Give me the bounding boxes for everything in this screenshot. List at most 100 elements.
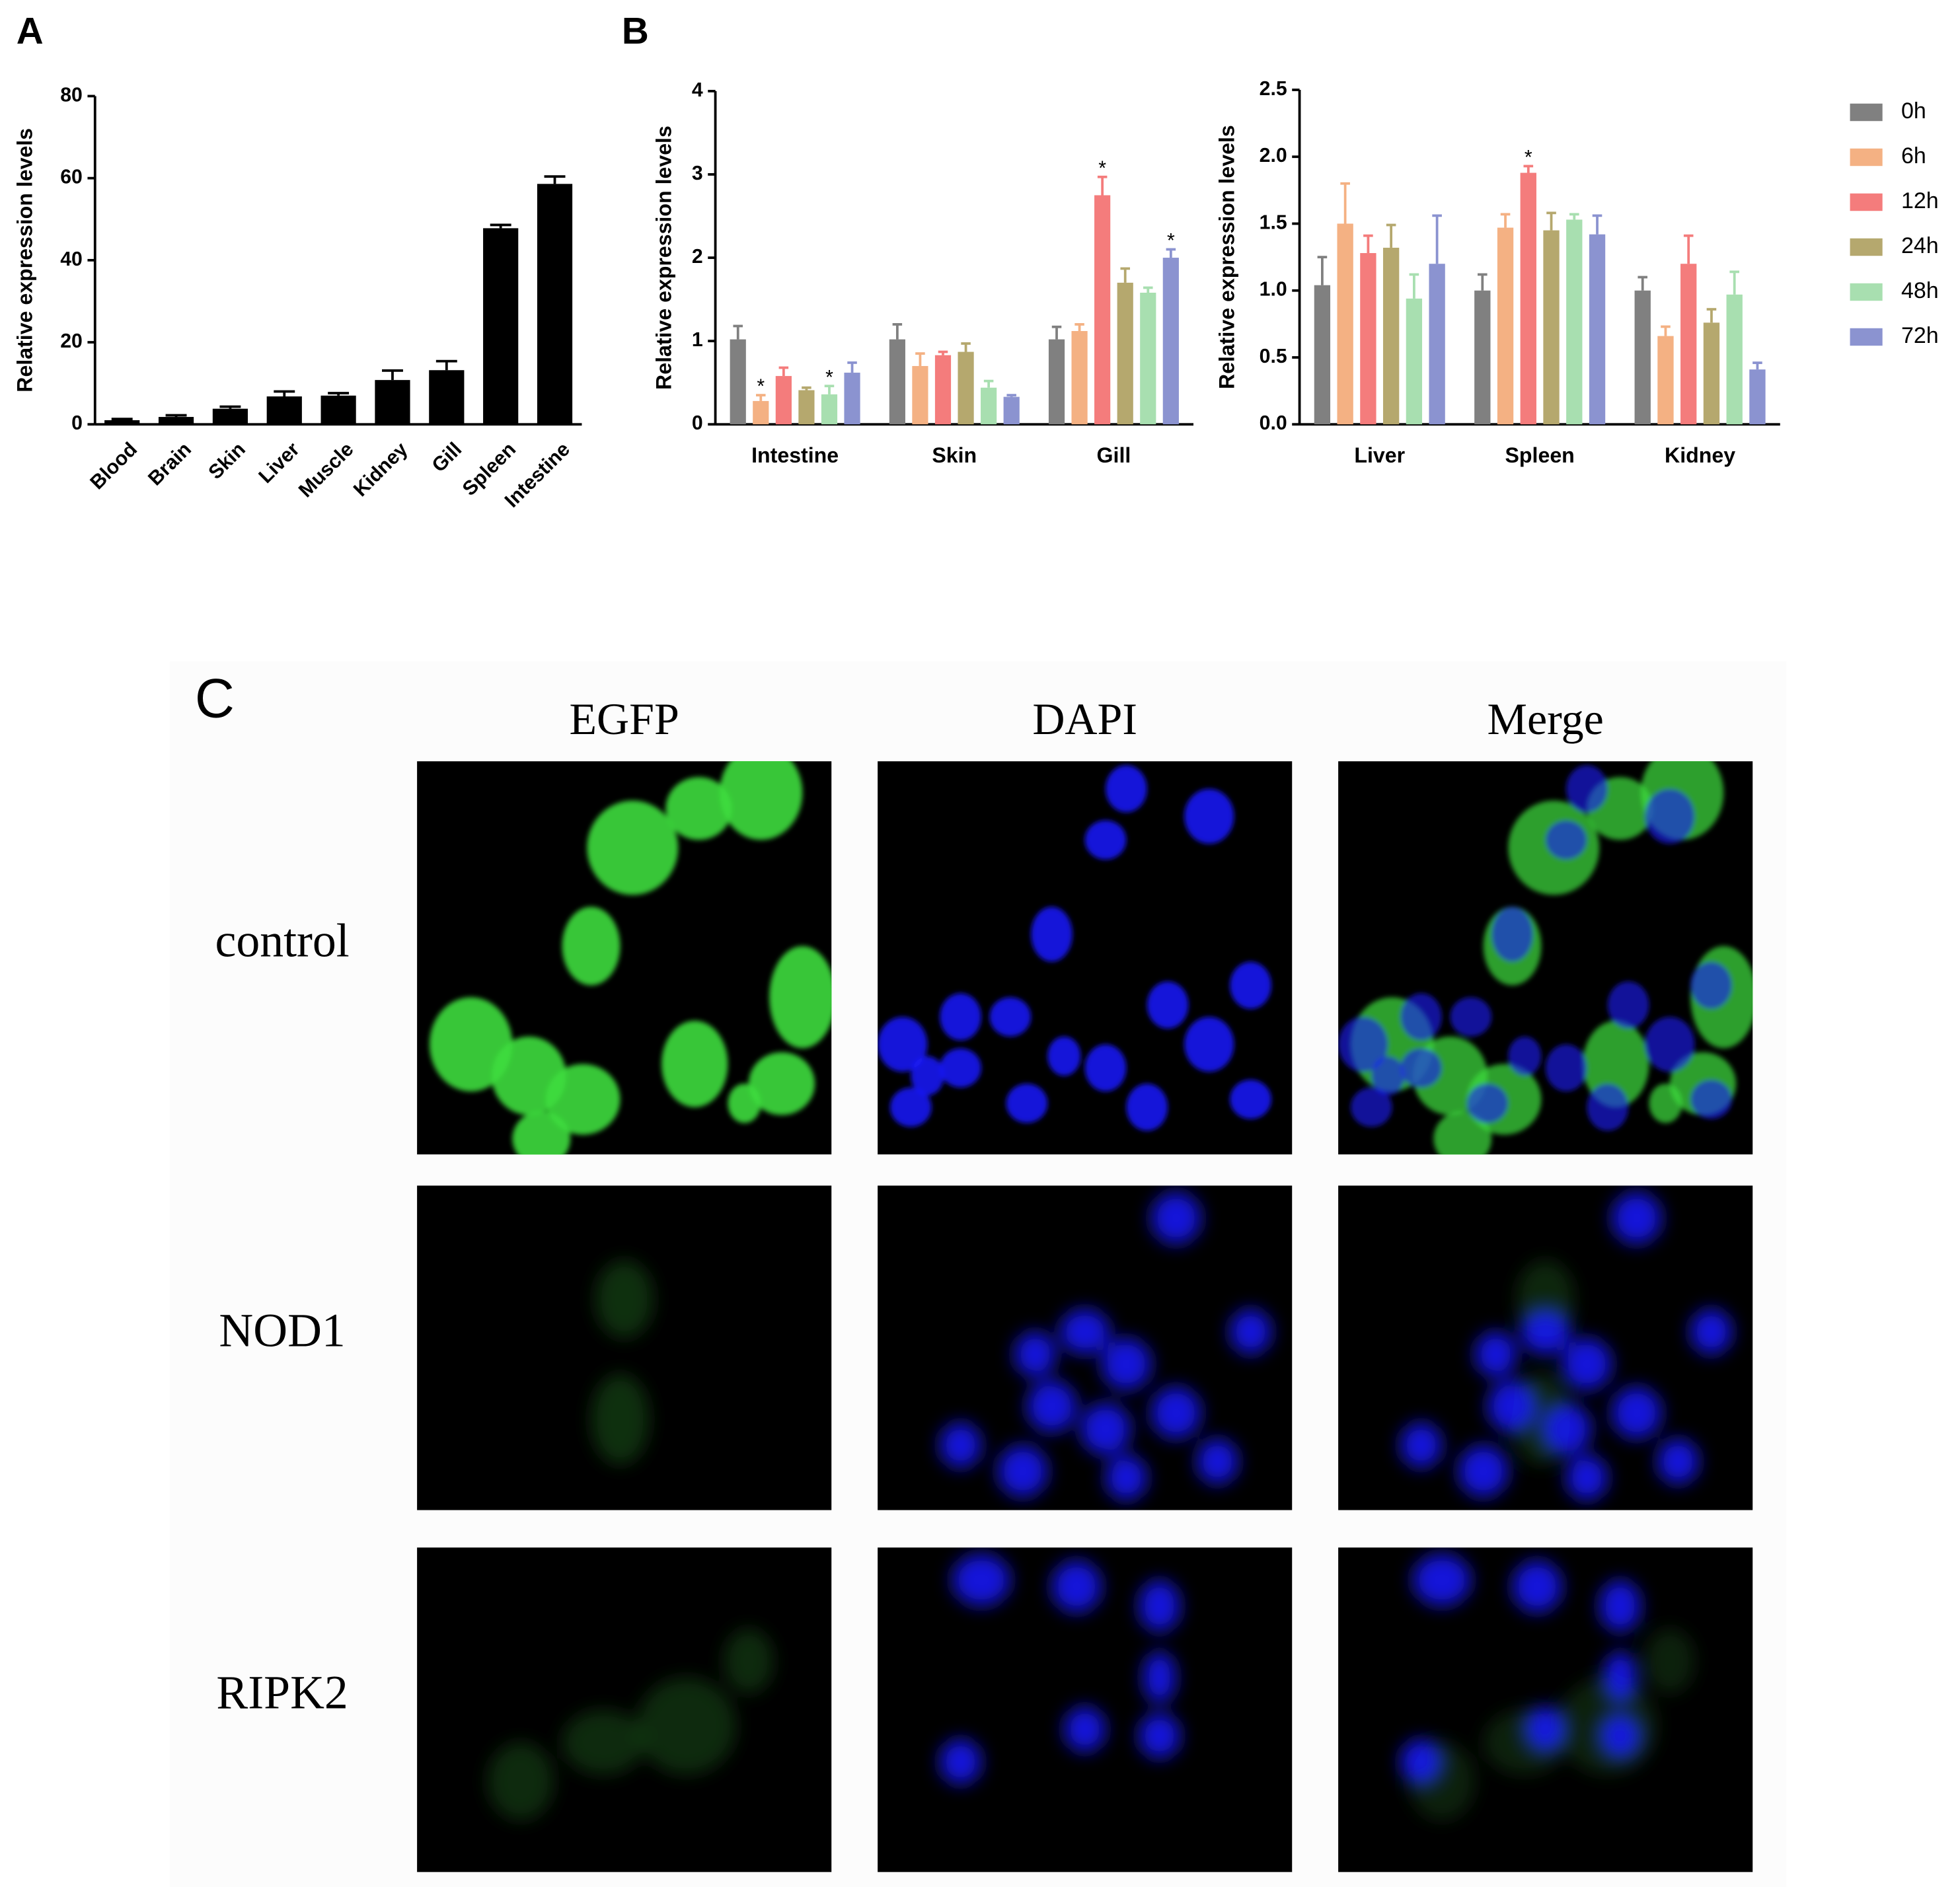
y-tick-label: 0 xyxy=(71,412,83,434)
cell-egfp xyxy=(1649,1084,1682,1123)
bar xyxy=(1094,195,1111,425)
cell-nucleus xyxy=(1230,1309,1271,1354)
error-bar xyxy=(1166,248,1176,258)
bar xyxy=(1749,369,1766,425)
error-bar xyxy=(938,350,948,355)
column-title: DAPI xyxy=(1032,694,1137,744)
cell-nucleus xyxy=(1196,1438,1238,1485)
error-bar xyxy=(1729,270,1739,295)
row-label: RIPK2 xyxy=(216,1666,348,1719)
error-bar xyxy=(1386,223,1396,248)
cell-nucleus xyxy=(940,993,981,1041)
legend-label: 48h xyxy=(1901,278,1939,303)
bar xyxy=(1337,223,1353,425)
error-bar xyxy=(1753,361,1762,370)
y-tick-label: 2.5 xyxy=(1260,78,1287,100)
cell-nucleus xyxy=(1006,1084,1048,1123)
y-axis-label: Relative expression levels xyxy=(13,128,36,392)
y-tick-label: 1 xyxy=(692,329,703,351)
error-bar xyxy=(1340,182,1350,224)
row-label: control xyxy=(215,914,349,967)
cell-nucleus xyxy=(1126,1084,1168,1131)
bar xyxy=(1406,298,1423,425)
significance-mark: * xyxy=(1167,230,1175,252)
cell-nucleus xyxy=(1101,1338,1152,1390)
panel-label: B xyxy=(622,11,649,52)
error-bar xyxy=(328,392,350,396)
bar xyxy=(844,373,860,425)
micrograph xyxy=(1338,761,1753,1155)
y-tick-label: 0.5 xyxy=(1260,346,1287,367)
cell-nucleus xyxy=(1545,820,1587,860)
cell-nucleus xyxy=(997,1445,1048,1497)
cell-nucleus xyxy=(940,1422,981,1468)
y-tick-label: 80 xyxy=(60,84,83,106)
y-tick-label: 40 xyxy=(60,248,83,270)
error-bar xyxy=(1706,308,1717,323)
significance-mark: * xyxy=(1098,157,1106,179)
error-bar xyxy=(756,394,766,401)
cell-nucleus xyxy=(1545,1044,1587,1092)
cell-nucleus xyxy=(1541,1403,1591,1456)
micrograph-cells xyxy=(591,1260,654,1465)
bar xyxy=(934,355,952,425)
error-bar xyxy=(490,223,511,229)
cell-nucleus xyxy=(1184,788,1234,844)
cell-nucleus xyxy=(1350,1088,1392,1127)
x-tick-label: Kidney xyxy=(1665,443,1735,467)
y-tick-label: 60 xyxy=(60,166,83,188)
column-title: Merge xyxy=(1488,694,1604,744)
error-bar xyxy=(219,405,241,409)
cell-nucleus xyxy=(1599,1580,1641,1632)
y-tick-label: 2 xyxy=(692,246,703,268)
y-tick-label: 20 xyxy=(60,330,83,352)
error-bar xyxy=(1051,325,1062,340)
error-bar xyxy=(435,359,457,371)
cell-nucleus xyxy=(1690,961,1732,1010)
bar xyxy=(1703,322,1720,425)
y-axis-label: Relative expression levels xyxy=(652,126,675,390)
legend-label: 12h xyxy=(1901,188,1939,213)
error-bar xyxy=(1143,286,1153,293)
micrograph xyxy=(417,1185,832,1510)
bar xyxy=(1520,172,1536,425)
cell-nucleus xyxy=(1690,1309,1732,1354)
cell-nucleus xyxy=(1566,1455,1608,1500)
cell-nucleus xyxy=(1139,1580,1180,1632)
bar xyxy=(212,408,248,425)
cell-egfp xyxy=(728,1084,761,1123)
cell-nucleus xyxy=(1230,961,1271,1010)
cell-nucleus xyxy=(1466,1084,1509,1123)
cell-egfp xyxy=(636,1677,736,1775)
error-bar xyxy=(961,342,971,352)
x-tick-label: Skin xyxy=(932,443,977,467)
bar xyxy=(1497,227,1514,425)
micrograph xyxy=(1338,1547,1753,1872)
bar xyxy=(429,370,465,425)
error-bar xyxy=(824,385,835,394)
error-bar xyxy=(544,175,566,184)
error-bar xyxy=(983,379,994,388)
y-axis-label: Relative expression levels xyxy=(1215,125,1238,389)
cell-nucleus xyxy=(1151,1386,1201,1439)
cell-nucleus xyxy=(1412,1554,1471,1606)
error-bar xyxy=(1546,211,1556,231)
cell-egfp xyxy=(665,777,732,840)
error-bar xyxy=(1120,267,1130,283)
cell-nucleus xyxy=(1064,1706,1106,1752)
x-tick-label: Brain xyxy=(144,438,196,490)
cell-nucleus xyxy=(1657,1438,1699,1485)
micrograph-cells xyxy=(940,1192,1271,1500)
cell-nucleus xyxy=(1106,1455,1147,1500)
bar xyxy=(1566,219,1583,425)
micrograph xyxy=(417,1547,832,1872)
micrograph-background xyxy=(417,1547,832,1872)
significance-mark: * xyxy=(757,376,765,398)
bar xyxy=(1003,396,1020,425)
error-bar xyxy=(1432,214,1442,264)
cell-nucleus xyxy=(1487,1380,1538,1432)
cell-egfp xyxy=(769,945,832,1049)
x-tick-label: Muscle xyxy=(295,438,358,501)
bar xyxy=(1117,282,1133,425)
